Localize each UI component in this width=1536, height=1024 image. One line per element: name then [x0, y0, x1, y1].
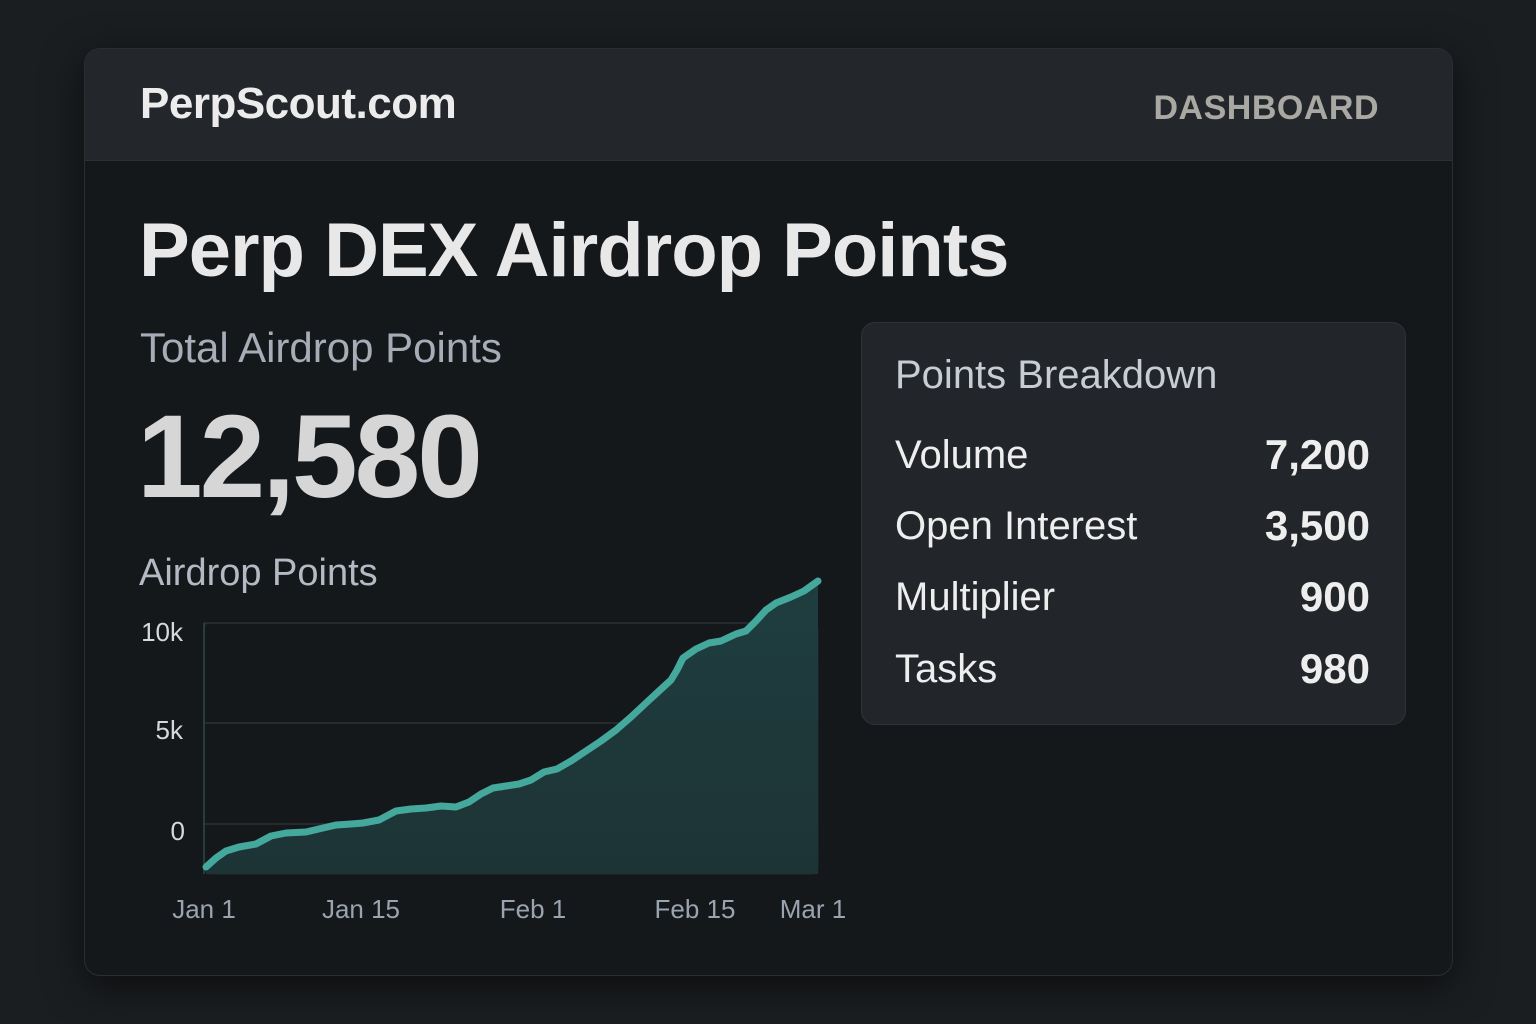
breakdown-label: Tasks [895, 646, 998, 691]
breakdown-label: Multiplier [895, 574, 1056, 619]
breakdown-row-volume: Volume 7,200 [895, 430, 1370, 480]
breakdown-title: Points Breakdown [895, 353, 1218, 397]
y-tick-0: 0 [171, 816, 185, 846]
y-tick-5k: 5k [156, 715, 184, 745]
breakdown-value: 900 [1299, 573, 1370, 620]
nav-dashboard-link[interactable]: DASHBOARD [1153, 89, 1379, 127]
x-tick-jan15: Jan 15 [322, 894, 400, 924]
x-tick-feb15: Feb 15 [655, 894, 736, 924]
breakdown-value: 7,200 [1264, 431, 1370, 478]
area-line [202, 577, 822, 871]
breakdown-row-open-interest: Open Interest 3,500 [895, 501, 1370, 551]
points-breakdown-panel: Points Breakdown Volume 7,200 Open Inter… [861, 322, 1406, 725]
x-tick-jan1: Jan 1 [172, 894, 236, 924]
page-title: Perp DEX Airdrop Points [139, 208, 1009, 293]
airdrop-points-chart: 10k 5k 0 Jan 1 Jan 15 Feb 1 Feb 15 Mar 1 [141, 577, 846, 924]
x-tick-feb1: Feb 1 [500, 894, 567, 924]
total-points-label: Total Airdrop Points [140, 324, 502, 371]
breakdown-label: Volume [895, 432, 1029, 477]
x-tick-mar1: Mar 1 [780, 894, 846, 924]
brand-logo[interactable]: PerpScout.com [140, 79, 457, 128]
y-tick-10k: 10k [141, 617, 184, 647]
breakdown-value: 980 [1299, 645, 1370, 692]
breakdown-row-tasks: Tasks 980 [895, 644, 1370, 694]
total-points-value: 12,580 [137, 391, 483, 523]
chart-title: Airdrop Points [139, 552, 378, 594]
top-nav-bar: PerpScout.com DASHBOARD [85, 49, 1452, 161]
breakdown-row-multiplier: Multiplier 900 [895, 572, 1370, 622]
dashboard-card: PerpScout.com DASHBOARD Perp DEX Airdrop… [84, 48, 1453, 976]
breakdown-value: 3,500 [1264, 502, 1370, 549]
area-fill [206, 581, 818, 874]
breakdown-label: Open Interest [895, 503, 1138, 548]
